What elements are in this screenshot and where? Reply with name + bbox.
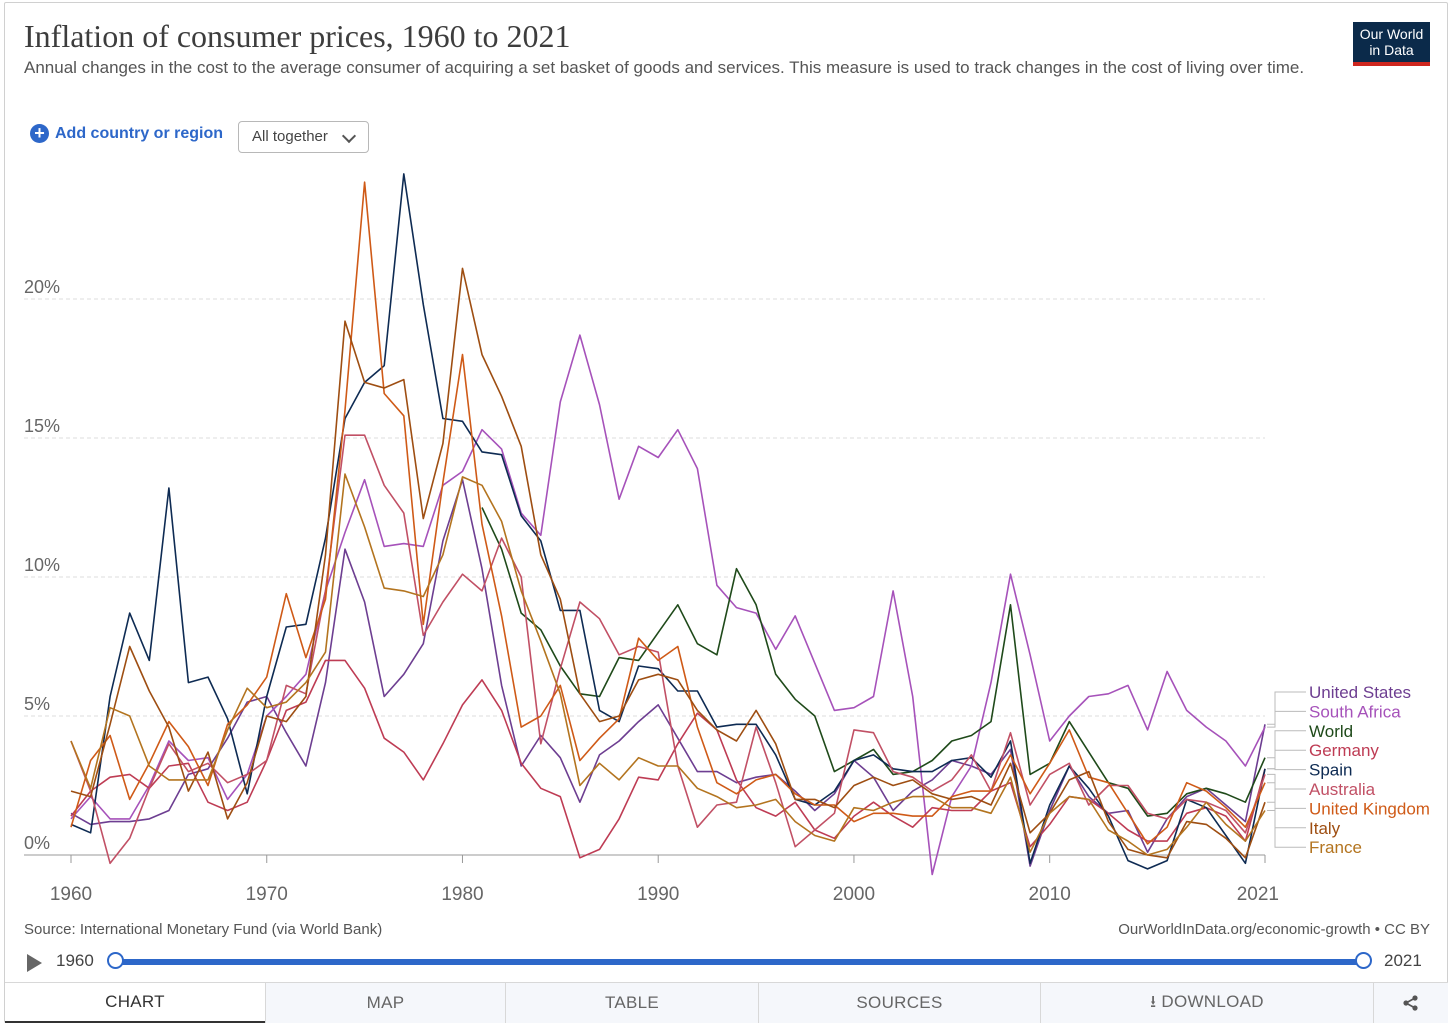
credit-link[interactable]: OurWorldInData.org/economic-growth • CC … (1118, 921, 1430, 938)
tab-sources[interactable]: SOURCES (758, 983, 1040, 1023)
x-tick-label: 2010 (1029, 884, 1071, 905)
plus-circle-icon: + (30, 124, 49, 143)
tab-map[interactable]: MAP (265, 983, 505, 1023)
tab-download[interactable]: ⭳ DOWNLOAD (1040, 983, 1373, 1023)
series-line (70, 334, 1266, 876)
series-line (70, 267, 1266, 859)
label-connector (1267, 768, 1306, 771)
owid-logo[interactable]: Our World in Data (1353, 22, 1430, 66)
chart-title: Inflation of consumer prices, 1960 to 20… (24, 18, 571, 54)
timeline-end-label: 2021 (1384, 951, 1422, 970)
logo-line-2: in Data (1369, 42, 1414, 58)
series-label: France (1309, 838, 1362, 857)
series-line (70, 473, 1266, 856)
logo-line-1: Our World (1359, 26, 1424, 42)
series-line (70, 173, 1266, 870)
chart-subtitle: Annual changes in the cost to the averag… (24, 58, 1305, 77)
x-tick-label: 1970 (246, 884, 288, 905)
x-tick-label: 2021 (1237, 884, 1279, 905)
label-connector (1267, 749, 1306, 770)
timeline: 1960 2021 (0, 946, 1456, 976)
add-country-label: Add country or region (55, 124, 223, 142)
series-label: Spain (1309, 761, 1352, 780)
tab-bar: CHART MAP TABLE SOURCES ⭳ DOWNLOAD (5, 982, 1448, 1023)
x-tick-label: 1960 (50, 884, 92, 905)
line-chart: 0% 5% 10% 15% 20% 1960 1970 1980 1990 2000 2010 202… (24, 173, 1430, 905)
add-country-button[interactable]: + Add country or region (30, 124, 223, 143)
label-connector (1267, 730, 1306, 759)
y-tick-label: 10% (24, 555, 60, 575)
label-connector (1267, 810, 1306, 848)
series-label: South Africa (1309, 702, 1401, 721)
x-tick-label: 2000 (833, 884, 875, 905)
tab-table[interactable]: TABLE (505, 983, 758, 1023)
label-connector (1267, 691, 1306, 725)
tab-share[interactable] (1373, 983, 1448, 1023)
series-label: Germany (1309, 741, 1379, 760)
x-tick-label: 1990 (637, 884, 679, 905)
series-line (70, 478, 1266, 867)
y-tick-label: 0% (24, 833, 50, 853)
series-line (70, 434, 1266, 865)
series-label: Australia (1309, 780, 1376, 799)
source-note: Source: International Monetary Fund (via… (24, 921, 383, 938)
y-tick-label: 5% (24, 694, 50, 714)
facet-mode-label: All together (252, 128, 328, 145)
label-connector (1267, 710, 1306, 728)
series-label: United States (1309, 683, 1411, 702)
timeline-track[interactable] (116, 959, 1364, 965)
series-line (70, 181, 1266, 845)
series-label: United Kingdom (1309, 799, 1430, 818)
tab-chart[interactable]: CHART (5, 983, 265, 1023)
series-line (481, 507, 1266, 817)
label-connector (1267, 782, 1306, 809)
timeline-start-label: 1960 (56, 951, 94, 970)
label-connector (1267, 773, 1306, 790)
share-icon (1403, 995, 1418, 1011)
series-label: World (1309, 722, 1353, 741)
series-line (70, 659, 1266, 859)
label-connector (1267, 801, 1306, 829)
facet-mode-dropdown[interactable]: All together (238, 121, 369, 153)
y-tick-label: 20% (24, 277, 60, 297)
x-tick-label: 1980 (441, 884, 483, 905)
series-label: Italy (1309, 819, 1341, 838)
y-tick-label: 15% (24, 416, 60, 436)
play-icon[interactable] (27, 954, 42, 972)
timeline-start-handle[interactable] (107, 952, 124, 969)
timeline-end-handle[interactable] (1355, 952, 1372, 969)
